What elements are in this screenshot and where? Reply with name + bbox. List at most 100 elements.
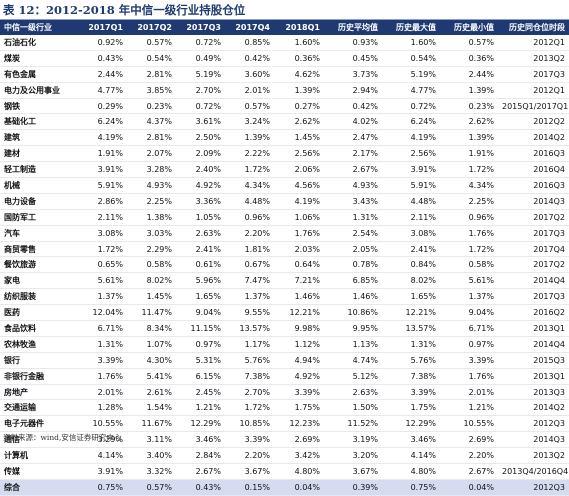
value-cell: 2016Q2 — [498, 304, 569, 322]
value-cell: 8.02% — [127, 272, 176, 290]
industry-name-cell: 综合 — [0, 479, 78, 496]
value-cell: 2013Q2 — [498, 447, 569, 465]
table-row: 医药 12.04% 11.47% 9.04% 9.55% 12.21% 10.86% 12.2… — [0, 304, 569, 322]
value-cell: 2015Q3 — [498, 352, 569, 369]
value-cell: 0.49% — [176, 50, 225, 67]
value-cell: 2.94% — [324, 82, 382, 99]
value-cell: 6.24% — [78, 113, 127, 131]
table-row: 计算机 4.14% 3.40% 2.84% 2.20% 3.42% 3.20% 4.14% 2.… — [0, 447, 569, 465]
value-cell: 4.19% — [78, 129, 127, 147]
table-row: 建筑 4.19% 2.81% 2.50% 1.39% 1.45% 2.47% 4.19% 1.3… — [0, 129, 569, 147]
value-cell: 5.76% — [382, 352, 440, 369]
header-row: 中信一级行业 2017Q1 2017Q2 2017Q3 2017Q4 2018Q1 历史平均… — [0, 20, 569, 35]
industry-name-cell: 机械 — [0, 177, 78, 194]
value-cell: 2.45% — [176, 384, 225, 401]
industry-name-cell: 有色金属 — [0, 66, 78, 83]
value-cell: 1.50% — [324, 399, 382, 417]
value-cell: 5.91% — [382, 177, 440, 194]
value-cell: 2.25% — [440, 193, 498, 210]
industry-name-cell: 非银行金融 — [0, 368, 78, 385]
value-cell: 3.39% — [382, 384, 440, 401]
table-row: 钢铁 0.29% 0.23% 0.72% 0.57% 0.27% 0.42% 0.72% 0.2… — [0, 98, 569, 115]
value-cell: 0.04% — [440, 479, 498, 496]
value-cell: 0.58% — [127, 256, 176, 274]
table-row: 轻工制造 3.91% 3.28% 2.40% 1.72% 2.06% 2.67% 3.91% 1… — [0, 161, 569, 179]
value-cell: 0.92% — [78, 35, 127, 51]
value-cell: 2014Q3 — [498, 431, 569, 449]
value-cell: 0.45% — [324, 50, 382, 67]
value-cell: 1.72% — [225, 161, 274, 179]
value-cell: 2.29% — [127, 241, 176, 258]
value-cell: 2.41% — [176, 241, 225, 258]
value-cell: 3.73% — [324, 66, 382, 83]
value-cell: 3.91% — [78, 161, 127, 179]
value-cell: 3.60% — [225, 66, 274, 83]
value-cell: 3.91% — [382, 161, 440, 179]
table-row: 非银行金融 1.76% 5.41% 6.15% 7.38% 4.92% 5.12% 7.38%… — [0, 368, 569, 385]
value-cell: 9.55% — [225, 304, 274, 322]
table-row: 家电 5.61% 8.02% 5.96% 7.47% 7.21% 6.85% 8.02% 5.6… — [0, 272, 569, 290]
value-cell: 0.78% — [324, 256, 382, 274]
industry-name-cell: 食品饮料 — [0, 320, 78, 337]
value-cell: 12.21% — [274, 304, 324, 322]
industry-position-table: 中信一级行业 2017Q1 2017Q2 2017Q3 2017Q4 2018Q1 历史平均… — [0, 20, 569, 496]
value-cell: 4.92% — [176, 177, 225, 194]
value-cell: 2.07% — [127, 145, 176, 163]
value-cell: 10.85% — [225, 415, 274, 433]
value-cell: 2.86% — [78, 193, 127, 210]
value-cell: 4.92% — [274, 368, 324, 385]
value-cell: 0.97% — [440, 336, 498, 353]
value-cell: 1.39% — [274, 82, 324, 99]
value-cell: 2.03% — [274, 241, 324, 258]
value-cell: 1.39% — [440, 82, 498, 99]
value-cell: 1.46% — [274, 288, 324, 306]
value-cell: 10.55% — [78, 415, 127, 433]
value-cell: 5.61% — [440, 272, 498, 290]
value-cell: 3.08% — [78, 225, 127, 242]
value-cell: 0.54% — [382, 50, 440, 67]
table-row-highlighted: 综合 0.75% 0.57% 0.43% 0.15% 0.04% 0.39% 0.75% 0.0… — [0, 479, 569, 496]
value-cell: 3.40% — [127, 447, 176, 465]
value-cell: 2017Q2 — [498, 209, 569, 226]
value-cell: 2.47% — [324, 129, 382, 147]
value-cell: 2.56% — [274, 145, 324, 163]
industry-name-cell: 计算机 — [0, 447, 78, 465]
industry-name-cell: 建筑 — [0, 129, 78, 147]
value-cell: 1.75% — [382, 399, 440, 417]
value-cell: 2.62% — [440, 113, 498, 131]
industry-name-cell: 国防军工 — [0, 209, 78, 226]
value-cell: 12.04% — [78, 304, 127, 322]
value-cell: 4.56% — [274, 177, 324, 194]
value-cell: 4.62% — [274, 66, 324, 83]
value-cell: 2.62% — [274, 113, 324, 131]
value-cell: 4.74% — [324, 352, 382, 369]
industry-name-cell: 煤炭 — [0, 50, 78, 67]
value-cell: 1.06% — [274, 209, 324, 226]
value-cell: 12.29% — [382, 415, 440, 433]
industry-name-cell: 电力及公用事业 — [0, 82, 78, 99]
value-cell: 1.72% — [440, 161, 498, 179]
value-cell: 4.37% — [127, 113, 176, 131]
table-row: 石油石化 0.92% 0.57% 0.72% 0.85% 1.60% 0.93% 1.60% 0… — [0, 35, 569, 51]
value-cell: 4.77% — [382, 82, 440, 99]
value-cell: 1.76% — [440, 225, 498, 242]
value-cell: 0.39% — [324, 479, 382, 496]
value-cell: 1.81% — [225, 241, 274, 258]
value-cell: 2.50% — [176, 129, 225, 147]
value-cell: 2.20% — [225, 447, 274, 465]
value-cell: 2.40% — [176, 161, 225, 179]
value-cell: 9.95% — [324, 320, 382, 337]
value-cell: 11.52% — [324, 415, 382, 433]
value-cell: 1.07% — [127, 336, 176, 353]
value-cell: 0.65% — [78, 256, 127, 274]
value-cell: 5.96% — [176, 272, 225, 290]
value-cell: 2.11% — [78, 209, 127, 226]
value-cell: 0.84% — [382, 256, 440, 274]
value-cell: 2014Q3 — [498, 193, 569, 210]
column-header: 历史平均值 — [324, 20, 382, 35]
value-cell: 2.81% — [127, 129, 176, 147]
value-cell: 1.60% — [382, 35, 440, 51]
value-cell: 3.91% — [78, 463, 127, 480]
value-cell: 0.54% — [127, 50, 176, 67]
table-row: 有色金属 2.44% 2.81% 5.19% 3.60% 4.62% 3.73% 5.19% 2… — [0, 66, 569, 83]
